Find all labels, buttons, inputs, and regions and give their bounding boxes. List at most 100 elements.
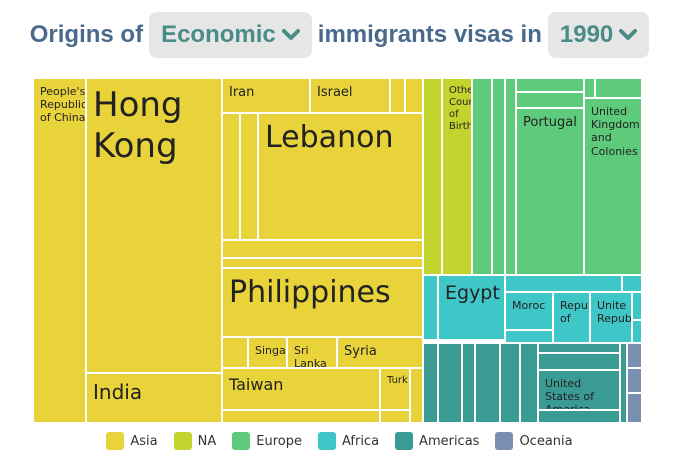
treemap-cell-united-states-of-america[interactable]: United States of America — [538, 370, 620, 410]
treemap-cell-label: Egypt — [445, 282, 500, 304]
treemap-cell-label: Moroc — [512, 299, 546, 312]
category-dropdown-value: Economic — [161, 21, 276, 48]
treemap-cell-americas-43[interactable] — [423, 343, 438, 423]
category-dropdown[interactable]: Economic — [149, 12, 312, 58]
treemap-cell-oceania-55[interactable] — [627, 368, 642, 393]
treemap-cell-philippines[interactable]: Philippines — [222, 268, 423, 337]
treemap-cell-label: Philippines — [229, 275, 391, 310]
treemap-cell-asia-8[interactable] — [240, 113, 258, 240]
treemap-cell-africa-42[interactable] — [632, 320, 642, 343]
treemap-cell-asia-20[interactable] — [410, 368, 423, 423]
treemap-cell-label: Taiwan — [229, 375, 284, 394]
treemap-cell-africa-36[interactable] — [622, 275, 642, 292]
treemap-cell-other-country-of-birth[interactable]: Othe Coun of Birth — [442, 78, 472, 275]
treemap-cell-republic-of[interactable]: Repub of — [553, 292, 590, 343]
treemap-cell-label: People's Republic of China — [40, 85, 86, 125]
treemap-cell-asia-11[interactable] — [222, 258, 423, 268]
legend-label: Asia — [130, 433, 158, 449]
treemap-cell-asia-5[interactable] — [390, 78, 405, 113]
treemap-cell-europe-31[interactable] — [595, 78, 642, 98]
legend-label: Europe — [256, 433, 302, 449]
treemap-cell-label: Hong Kong — [93, 85, 183, 166]
treemap-cell-americas-52[interactable] — [538, 410, 620, 423]
treemap-cell-egypt[interactable]: Egypt — [438, 275, 505, 340]
legend-item-americas[interactable]: Americas — [395, 432, 479, 450]
treemap-cell-americas-46[interactable] — [475, 343, 500, 423]
legend-item-europe[interactable]: Europe — [232, 432, 302, 450]
treemap-cell-portugal[interactable]: Portugal — [516, 108, 584, 275]
treemap-cell-label: Iran — [229, 85, 255, 100]
treemap-cell-europe-24[interactable] — [472, 78, 492, 275]
treemap-cell-africa-33[interactable] — [423, 275, 438, 340]
treemap-cell-asia-13[interactable] — [222, 337, 248, 368]
treemap-cell-americas-47[interactable] — [500, 343, 520, 423]
treemap-cell-oceania-56[interactable] — [627, 393, 642, 423]
legend-item-na[interactable]: NA — [173, 432, 217, 450]
legend-label: Oceania — [519, 433, 573, 449]
year-dropdown-value: 1990 — [559, 21, 614, 48]
treemap-cell-label: Repub of — [560, 299, 589, 326]
treemap-cell-asia-21[interactable] — [380, 410, 410, 423]
treemap-cell-asia-6[interactable] — [405, 78, 423, 113]
chart-header: Origins of Economic immigrants visas in … — [0, 10, 679, 60]
treemap-cell-hong-kong[interactable]: Hong Kong — [86, 78, 222, 373]
treemap-cell-africa-41[interactable] — [632, 292, 642, 320]
treemap-cell-taiwan[interactable]: Taiwan — [222, 368, 380, 410]
legend-item-oceania[interactable]: Oceania — [495, 432, 573, 450]
treemap-cell-europe-30[interactable] — [584, 78, 595, 98]
treemap-cell-americas-45[interactable] — [462, 343, 475, 423]
treemap-cell-label: Singap — [255, 344, 286, 357]
legend-item-asia[interactable]: Asia — [106, 432, 158, 450]
legend: Asia NA Europe Africa Americas Oceania — [0, 430, 679, 452]
treemap-cell-europe-27[interactable] — [516, 78, 584, 92]
treemap-cell-europe-25[interactable] — [492, 78, 505, 275]
treemap-cell-label: Lebanon — [265, 120, 394, 155]
legend-label: Africa — [341, 433, 380, 449]
treemap-cell-label: Israel — [317, 85, 353, 100]
treemap-cell-africa-35[interactable] — [505, 275, 622, 292]
chevron-down-icon — [619, 29, 638, 40]
treemap-cell-lebanon[interactable]: Lebanon — [258, 113, 423, 240]
treemap-cell-asia-10[interactable] — [222, 240, 423, 258]
treemap-cell-singapore[interactable]: Singap — [248, 337, 287, 368]
legend-label: NA — [197, 433, 217, 449]
legend-item-africa[interactable]: Africa — [317, 432, 380, 450]
treemap-cell-turkey[interactable]: Turk — [380, 368, 410, 410]
treemap-cell-europe-26[interactable] — [505, 78, 516, 275]
title-prefix: Origins of — [29, 21, 144, 48]
treemap-cell-label: Sri Lanka — [294, 344, 327, 368]
treemap-cell-americas-53[interactable] — [620, 343, 627, 423]
treemap-cell-united-kingdom-and-colonies[interactable]: United Kingdom and Colonies — [584, 98, 642, 275]
treemap: People's Republic of China Hong Kong India… — [33, 78, 642, 423]
treemap-cell-united-republic[interactable]: Unite Repub — [590, 292, 632, 343]
treemap-cell-oceania-54[interactable] — [627, 343, 642, 368]
legend-swatch — [317, 432, 336, 450]
treemap-cell-sri-lanka[interactable]: Sri Lanka — [287, 337, 337, 368]
legend-swatch — [173, 432, 192, 450]
treemap-cell-asia-7[interactable] — [222, 113, 240, 240]
treemap-cell-iran[interactable]: Iran — [222, 78, 310, 113]
treemap-cell-label: India — [93, 380, 143, 404]
treemap-cell-label: Syria — [344, 344, 377, 359]
treemap-cell-israel[interactable]: Israel — [310, 78, 390, 113]
legend-swatch — [395, 432, 414, 450]
treemap-cell-africa-38[interactable] — [505, 330, 553, 343]
treemap-cell-morocco[interactable]: Moroc — [505, 292, 553, 330]
treemap-cell-label: Unite Repub — [597, 299, 632, 326]
treemap-cell-asia-18[interactable] — [222, 410, 380, 423]
year-dropdown[interactable]: 1990 — [547, 12, 650, 58]
treemap-cell-na-22[interactable] — [423, 78, 442, 275]
treemap-cell-europe-28[interactable] — [516, 92, 584, 108]
title-middle: immigrants visas in — [317, 21, 542, 48]
legend-swatch — [232, 432, 251, 450]
treemap-cell-americas-49[interactable] — [538, 343, 620, 353]
treemap-cell-syria[interactable]: Syria — [337, 337, 423, 368]
treemap-cell-label: Othe Coun of Birth — [449, 85, 472, 132]
treemap-cell-americas-50[interactable] — [538, 353, 620, 370]
chevron-down-icon — [281, 29, 300, 40]
treemap-cell-label: Portugal — [523, 115, 577, 130]
treemap-cell-americas-44[interactable] — [438, 343, 462, 423]
treemap-cell-americas-48[interactable] — [520, 343, 538, 423]
treemap-cell-india[interactable]: India — [86, 373, 222, 423]
treemap-cell-people-s-republic-of-china[interactable]: People's Republic of China — [33, 78, 86, 423]
